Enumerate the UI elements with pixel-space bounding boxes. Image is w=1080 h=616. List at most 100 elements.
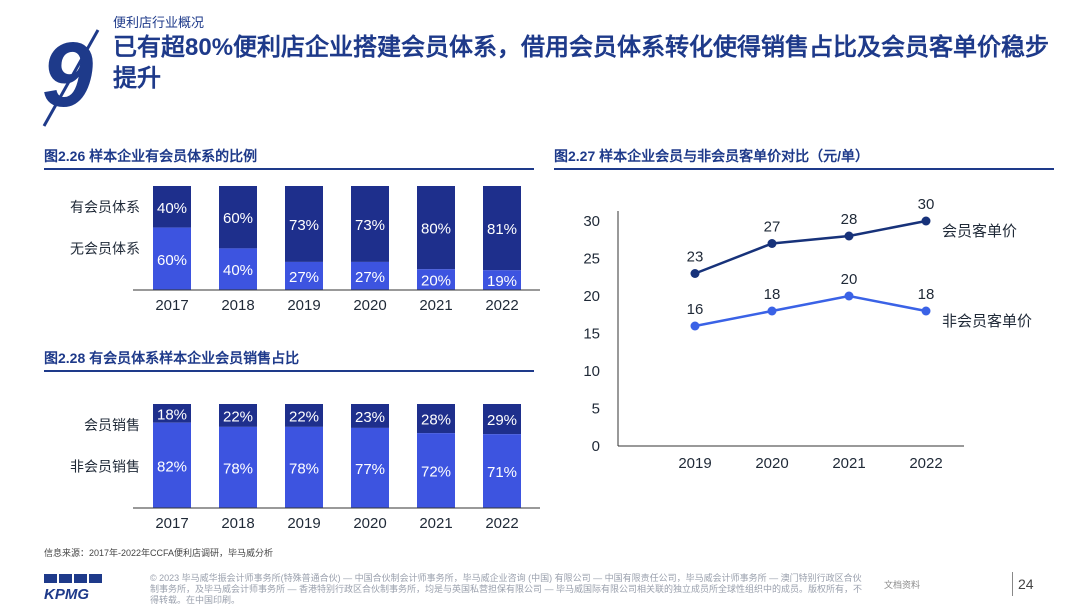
data-label: 80% (421, 221, 451, 238)
x-tick-label: 2020 (353, 297, 386, 314)
chart-title-rule (44, 370, 534, 372)
bar-segment-bottom (417, 433, 455, 508)
chart-title-fig227: 图2.27 样本企业会员与非会员客单价对比（元/单） (554, 148, 870, 164)
bar-segment-bottom (219, 248, 257, 290)
chart-title-fig228: 图2.28 有会员体系样本企业会员销售占比 (44, 350, 300, 366)
data-label: 20 (841, 271, 858, 288)
bar-segment-top (153, 186, 191, 228)
legend-label-非会员销售: 非会员销售 (70, 458, 140, 474)
data-label: 28 (841, 211, 858, 228)
data-label: 60% (223, 210, 253, 227)
data-label: 19% (487, 273, 517, 290)
x-tick-label: 2019 (287, 515, 320, 532)
page-title: 已有超80%便利店企业搭建会员体系，借用会员体系转化使得销售占比及会员客单价稳步… (113, 34, 1050, 92)
x-tick-label: 2017 (155, 515, 188, 532)
bar-segment-bottom (285, 426, 323, 508)
bar-segment-top (219, 186, 257, 249)
x-tick-label: 2019 (678, 455, 711, 472)
x-tick-label: 2022 (909, 455, 942, 472)
bar-segment-top (483, 404, 521, 435)
kpmg-logo: KPMG (44, 574, 102, 600)
data-point (844, 291, 854, 301)
series-line-会员客单价 (694, 219, 927, 275)
y-tick-label: 20 (583, 288, 600, 305)
x-tick-label: 2020 (755, 455, 788, 472)
data-label: 72% (421, 464, 451, 481)
chart-title-fig226: 图2.26 样本企业有会员体系的比例 (44, 148, 258, 164)
data-point (921, 306, 931, 316)
chart-title-rule (554, 168, 1054, 170)
bar-segment-bottom (153, 227, 191, 290)
logo-text: KPMG (44, 586, 89, 600)
data-label: 27 (764, 219, 781, 236)
x-tick-label: 2018 (221, 297, 254, 314)
watermark: 文档资料 (884, 580, 921, 590)
data-label: 18 (764, 286, 781, 303)
bar-segment-bottom (153, 422, 191, 508)
y-tick-label: 30 (583, 213, 600, 230)
data-label: 20% (421, 273, 451, 290)
bar-segment-bottom (285, 261, 323, 290)
y-tick-label: 0 (592, 438, 600, 455)
bar-segment-bottom (417, 269, 455, 290)
bar-segment-top (351, 404, 389, 428)
x-tick-label: 2017 (155, 297, 188, 314)
chart-fig227: 0 5 10 15 20 25 30 2019 2020 2021 2022 23 27 28 30 会员客单… (583, 196, 1032, 472)
x-tick-label: 2022 (485, 297, 518, 314)
data-label: 82% (157, 458, 187, 475)
page-divider (1012, 572, 1013, 596)
data-point (767, 306, 777, 316)
bar-segment-top (483, 186, 521, 271)
y-tick-label: 10 (583, 363, 600, 380)
data-label: 22% (289, 408, 319, 425)
data-point (690, 269, 700, 278)
data-label: 27% (355, 269, 385, 286)
data-point (921, 216, 931, 226)
chart-title-rule (44, 168, 534, 170)
data-point (767, 239, 777, 248)
data-label: 18% (157, 406, 187, 423)
x-tick-label: 2021 (419, 515, 452, 532)
x-tick-label: 2021 (419, 297, 452, 314)
y-tick-label: 25 (583, 251, 600, 268)
series-label-非会员客单价: 非会员客单价 (942, 313, 1032, 330)
section-number-graphic: 9 (42, 28, 100, 127)
data-label: 73% (355, 217, 385, 234)
x-tick-label: 2018 (221, 515, 254, 532)
source-note: 信息来源：2017年-2022年CCFA便利店调研，毕马威分析 (44, 548, 274, 558)
data-label: 77% (355, 461, 385, 478)
series-line-非会员客单价 (694, 294, 927, 328)
bar-segment-bottom (219, 426, 257, 508)
data-label: 27% (289, 269, 319, 286)
bar-segment-bottom (483, 270, 521, 290)
copyright-text: © 2023 毕马威华振会计师事务所(特殊普通合伙) — 中国合伙制会计师事务所… (150, 573, 863, 605)
data-label: 29% (487, 412, 517, 429)
bar-segment-top (153, 404, 191, 423)
data-label: 28% (421, 412, 451, 429)
legend-label-有会员体系: 有会员体系 (70, 199, 140, 215)
data-label: 30 (918, 196, 935, 213)
series-label-会员客单价: 会员客单价 (942, 223, 1017, 240)
data-label: 81% (487, 221, 517, 238)
data-label: 18 (918, 286, 935, 303)
data-label: 23% (355, 409, 385, 426)
y-tick-label: 5 (592, 401, 600, 418)
legend-label-会员销售: 会员销售 (84, 417, 140, 433)
x-tick-label: 2020 (353, 515, 386, 532)
y-tick-label: 15 (583, 326, 600, 343)
slash-decoration (42, 29, 100, 127)
bar-segment-bottom (351, 427, 389, 508)
data-label: 22% (223, 408, 253, 425)
data-point (690, 321, 700, 331)
data-label: 73% (289, 217, 319, 234)
data-label: 16 (687, 301, 704, 318)
x-tick-label: 2021 (832, 455, 865, 472)
section-label: 便利店行业概况 (113, 15, 205, 30)
data-label: 40% (157, 200, 187, 217)
bar-segment-bottom (483, 434, 521, 508)
bar-segment-top (417, 404, 455, 434)
page-number: 24 (1018, 576, 1034, 592)
bar-segment-top (285, 186, 323, 262)
